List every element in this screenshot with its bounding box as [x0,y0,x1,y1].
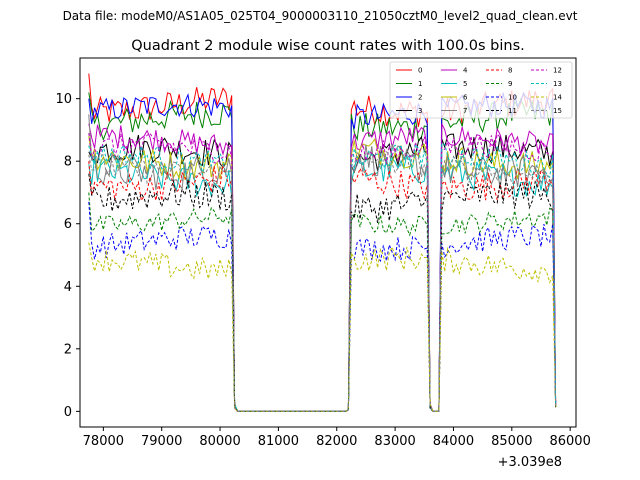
series-line-13 [88,142,557,412]
x-tick-label: 80000 [199,434,240,449]
legend-label-4: 4 [463,67,468,75]
x-offset-label: +3.039e8 [498,455,562,470]
x-tick-label: 84000 [433,434,474,449]
chart-title: Quadrant 2 module wise count rates with … [131,38,525,54]
legend-frame [389,61,573,119]
x-tick-label: 82000 [316,434,357,449]
legend-label-9: 9 [508,80,512,88]
y-tick-label: 10 [55,92,72,107]
x-axis: 78000 79000 80000 81000 82000 83000 84000 85000… [83,427,591,449]
legend-label-15: 15 [553,107,562,115]
series-line-7 [88,114,557,412]
legend-label-2: 2 [418,94,422,102]
series-line-15 [88,150,557,412]
y-tick-label: 0 [64,405,72,420]
x-tick-label: 81000 [258,434,299,449]
y-tick-label: 2 [64,342,72,357]
y-axis: 0 2 4 6 8 10 [55,92,80,420]
y-tick-label: 4 [64,280,72,295]
series-layer [88,73,557,412]
series-line-10 [88,201,557,412]
series-line-9 [88,192,557,412]
series-line-8 [88,161,557,412]
legend-label-13: 13 [553,80,562,88]
series-line-12 [88,132,557,412]
legend-label-3: 3 [418,107,422,115]
x-tick-label: 83000 [374,434,415,449]
series-line-14 [88,242,557,412]
series-line-3 [88,133,557,412]
y-tick-label: 8 [64,155,72,170]
legend-label-8: 8 [508,67,512,75]
x-tick-label: 79000 [141,434,182,449]
series-line-6 [88,136,557,412]
legend-label-6: 6 [463,94,468,102]
legend-label-12: 12 [553,67,562,75]
legend-label-11: 11 [508,107,517,115]
series-line-11 [88,173,557,412]
x-tick-label: 85000 [491,434,532,449]
x-tick-label: 86000 [549,434,590,449]
axes-frame [79,57,577,428]
x-tick-label: 78000 [83,434,124,449]
legend-label-14: 14 [553,94,562,102]
legend-label-7: 7 [463,107,467,115]
suptitle: Data file: modeM0/AS1A05_025T04_90000031… [63,9,578,23]
legend-label-0: 0 [418,67,422,75]
y-tick-label: 6 [64,217,72,232]
legend-label-10: 10 [508,94,517,102]
legend-label-5: 5 [463,80,467,88]
legend-label-1: 1 [418,80,422,88]
